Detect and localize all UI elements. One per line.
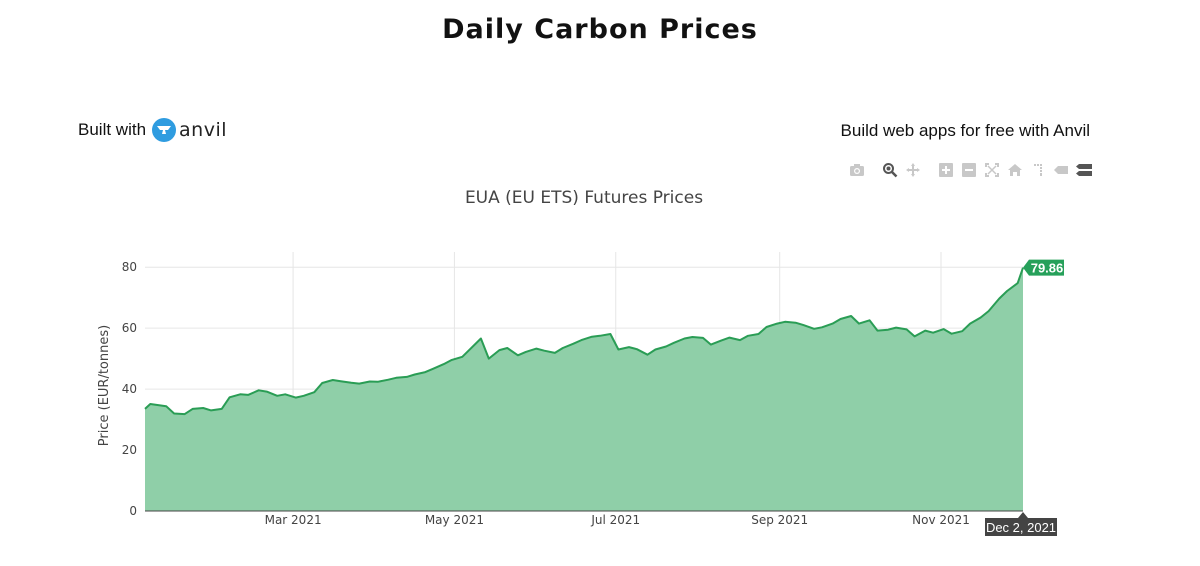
promo-link[interactable]: Build web apps for free with Anvil [840,121,1090,140]
y-tick-label: 60 [122,321,137,335]
hover-x-label: Dec 2, 2021 [986,520,1056,535]
y-tick-label: 40 [122,382,137,396]
zoom-out-icon[interactable] [960,161,978,179]
x-tick-label: Mar 2021 [265,513,322,527]
built-with-anvil-badge[interactable]: Built with anvil [78,118,227,142]
anvil-logo-icon [152,118,177,142]
built-with-label: Built with [78,120,147,139]
y-tick-label: 20 [122,443,137,457]
hover-closest-icon[interactable] [1052,161,1070,179]
zoom-icon[interactable] [881,161,899,179]
x-tick-label: Nov 2021 [912,513,970,527]
x-tick-label: May 2021 [425,513,484,527]
zoom-in-icon[interactable] [937,161,955,179]
camera-icon[interactable] [848,161,866,179]
autoscale-icon[interactable] [983,161,1001,179]
y-tick-label: 0 [129,504,137,518]
pan-icon[interactable] [904,161,922,179]
chart-modebar [848,161,1098,179]
x-tick-label: Sep 2021 [751,513,808,527]
spike-lines-icon[interactable] [1029,161,1047,179]
hover-x-label-box [985,512,1057,536]
anvil-brand-name: anvil [179,119,228,141]
hover-y-label: 79.86 [1031,261,1064,276]
y-tick-label: 80 [122,260,137,274]
reset-axes-icon[interactable] [1006,161,1024,179]
series-area [145,267,1023,511]
chart-title: EUA (EU ETS) Futures Prices [464,188,704,208]
page-title: Daily Carbon Prices [442,14,758,45]
y-axis-title: Price (EUR/tonnes) [97,325,112,446]
hover-compare-icon[interactable] [1075,161,1093,179]
series-line[interactable] [144,267,1024,416]
x-tick-label: Jul 2021 [590,513,640,527]
hover-y-label-box [1023,259,1064,276]
